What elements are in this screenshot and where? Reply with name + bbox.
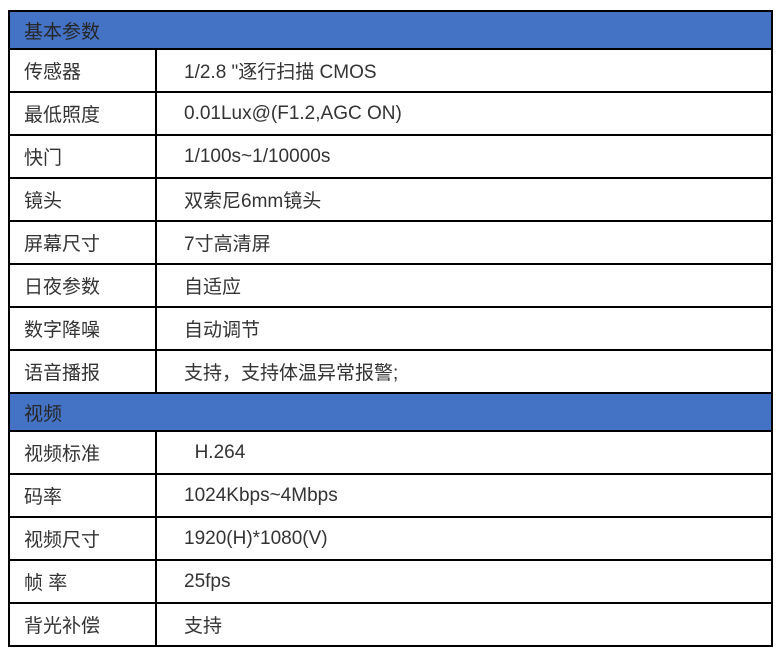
table-row: 最低照度 0.01Lux@(F1.2,AGC ON): [8, 91, 774, 136]
row-value: 7寸高清屏: [154, 220, 774, 265]
row-label: 帧 率: [8, 559, 157, 604]
table-row: 数字降噪 自动调节: [8, 306, 774, 351]
section-header-label: 基本参数: [7, 10, 774, 50]
spec-table: 基本参数 传感器 1/2.8 "逐行扫描 CMOS 最低照度 0.01Lux@(…: [7, 10, 774, 647]
row-label: 日夜参数: [8, 263, 157, 308]
table-row: 语音播报 支持，支持体温异常报警;: [8, 349, 774, 394]
section-header-row: 基本参数: [7, 10, 774, 50]
row-value: 25fps: [154, 559, 774, 604]
table-row: 码率 1024Kbps~4Mbps: [8, 473, 774, 518]
row-label: 传感器: [8, 48, 157, 93]
row-value: 1/2.8 "逐行扫描 CMOS: [154, 48, 774, 93]
row-label: 镜头: [8, 177, 157, 222]
row-label: 码率: [8, 473, 157, 518]
row-label: 最低照度: [8, 91, 157, 136]
section-header-row: 视频: [7, 392, 774, 432]
table-row: 帧 率 25fps: [8, 559, 774, 604]
row-label: 快门: [8, 134, 157, 179]
table-row: 屏幕尺寸 7寸高清屏: [8, 220, 774, 265]
row-value: 双索尼6mm镜头: [154, 177, 774, 222]
row-value: 1920(H)*1080(V): [154, 516, 774, 561]
row-label: 屏幕尺寸: [8, 220, 157, 265]
row-value: 0.01Lux@(F1.2,AGC ON): [154, 91, 774, 136]
table-row: 视频尺寸 1920(H)*1080(V): [8, 516, 774, 561]
table-row: 日夜参数 自适应: [8, 263, 774, 308]
row-value: 自动调节: [154, 306, 774, 351]
table-row: 快门 1/100s~1/10000s: [8, 134, 774, 179]
section-header-label: 视频: [7, 392, 774, 432]
row-label: 数字降噪: [8, 306, 157, 351]
table-row: 镜头 双索尼6mm镜头: [8, 177, 774, 222]
row-label: 视频尺寸: [8, 516, 157, 561]
table-row: 视频标准 H.264: [8, 430, 774, 475]
row-value: 支持: [154, 602, 774, 647]
row-label: 语音播报: [8, 349, 157, 394]
row-value: 1024Kbps~4Mbps: [154, 473, 774, 518]
row-value: H.264: [154, 430, 774, 475]
row-label: 视频标准: [8, 430, 157, 475]
row-label: 背光补偿: [8, 602, 157, 647]
spec-table-body: 基本参数 传感器 1/2.8 "逐行扫描 CMOS 最低照度 0.01Lux@(…: [7, 10, 774, 647]
row-value: 自适应: [154, 263, 774, 308]
row-value: 1/100s~1/10000s: [154, 134, 774, 179]
table-row: 传感器 1/2.8 "逐行扫描 CMOS: [8, 48, 774, 93]
row-value: 支持，支持体温异常报警;: [154, 349, 774, 394]
table-row: 背光补偿 支持: [8, 602, 774, 647]
